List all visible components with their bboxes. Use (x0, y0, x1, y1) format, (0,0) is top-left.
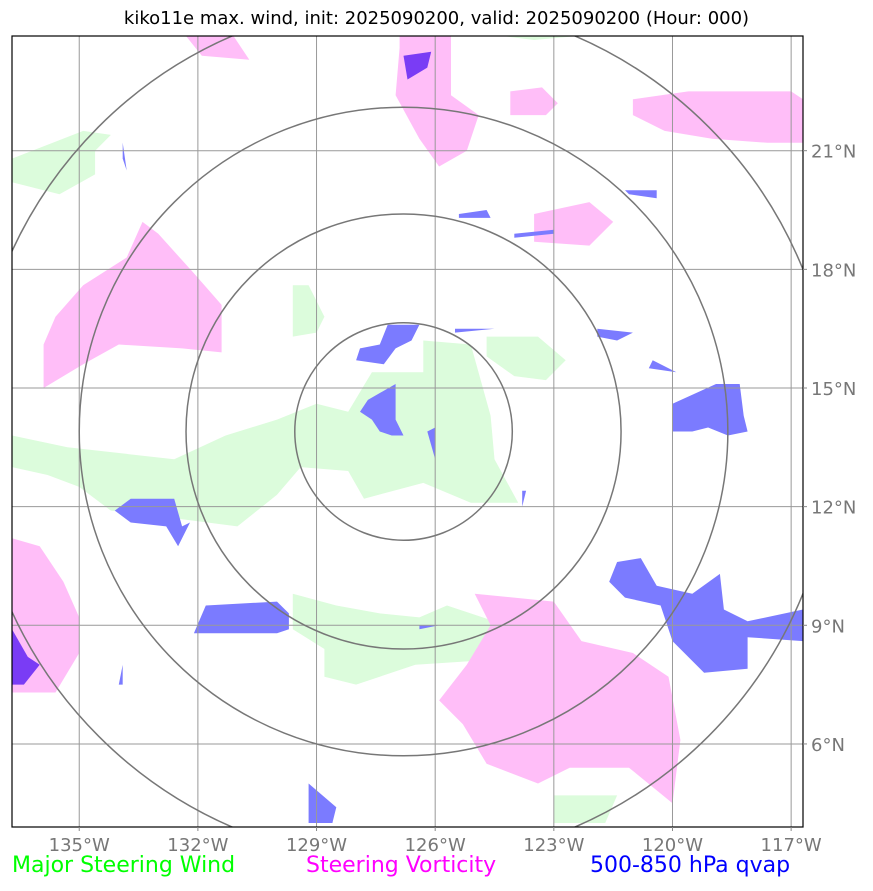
x-axis-ticks: 135°W 132°W 129°W 126°W 123°W 120°W 117°W (49, 827, 822, 856)
plot-frame (11, 35, 804, 828)
distance-ring (185, 213, 622, 650)
distance-ring (294, 321, 514, 542)
field-region (534, 202, 614, 246)
field-region (122, 142, 127, 171)
distance-rings (12, 36, 803, 827)
y-tick-label: 15°N (811, 379, 856, 400)
y-axis-ticks: 21°N 18°N 15°N 12°N 9°N 6°N (803, 142, 856, 756)
field-region (292, 593, 523, 685)
field-region (403, 51, 432, 80)
field-region (648, 360, 677, 373)
field-layers (12, 36, 803, 823)
field-region (308, 783, 337, 823)
field-region (12, 340, 519, 527)
legend-steering-vorticity: Steering Vorticity (306, 853, 497, 878)
x-tick-label: 135°W (49, 835, 110, 856)
field-region (439, 593, 681, 804)
field-region (292, 285, 325, 337)
layer-qvap-dark-core (12, 51, 432, 685)
chart-title: kiko11e max. wind, init: 2025090200, val… (123, 8, 750, 29)
graticule (12, 36, 803, 827)
field-region (395, 36, 479, 167)
x-tick-label: 117°W (761, 835, 822, 856)
x-tick-label: 129°W (286, 835, 347, 856)
field-region (458, 210, 491, 218)
layer-steering-vorticity (12, 36, 803, 804)
field-region (12, 130, 111, 195)
field-region (12, 538, 80, 693)
field-region (514, 229, 554, 238)
field-region (700, 621, 732, 642)
field-region (632, 91, 803, 143)
field-region (114, 498, 190, 547)
field-region (625, 190, 657, 199)
field-region (486, 336, 566, 381)
x-tick-label: 120°W (642, 835, 703, 856)
y-tick-label: 9°N (811, 616, 845, 637)
field-region (553, 795, 618, 823)
field-region (522, 490, 527, 507)
field-region (466, 36, 578, 40)
field-region (427, 427, 436, 460)
field-region (360, 384, 404, 436)
field-region (118, 664, 123, 685)
x-tick-label: 132°W (167, 835, 228, 856)
field-region (419, 625, 440, 630)
field-region (597, 328, 633, 341)
x-tick-label: 123°W (523, 835, 584, 856)
y-tick-label: 6°N (811, 735, 845, 756)
legend-qvap: 500-850 hPa qvap (590, 853, 791, 878)
distance-ring (78, 106, 729, 757)
field-region (43, 221, 222, 388)
field-region (609, 558, 803, 673)
field-region (186, 36, 250, 60)
field-region (672, 384, 748, 436)
x-tick-label: 126°W (405, 835, 466, 856)
field-region (356, 324, 420, 365)
field-region (455, 328, 495, 333)
field-region (12, 629, 40, 685)
y-tick-label: 21°N (811, 142, 856, 163)
layer-500-850-hpa-qvap (114, 142, 803, 823)
field-region (510, 87, 558, 116)
y-tick-label: 12°N (811, 498, 856, 519)
y-tick-label: 18°N (811, 260, 856, 281)
legend-steering-wind: Major Steering Wind (12, 853, 236, 878)
